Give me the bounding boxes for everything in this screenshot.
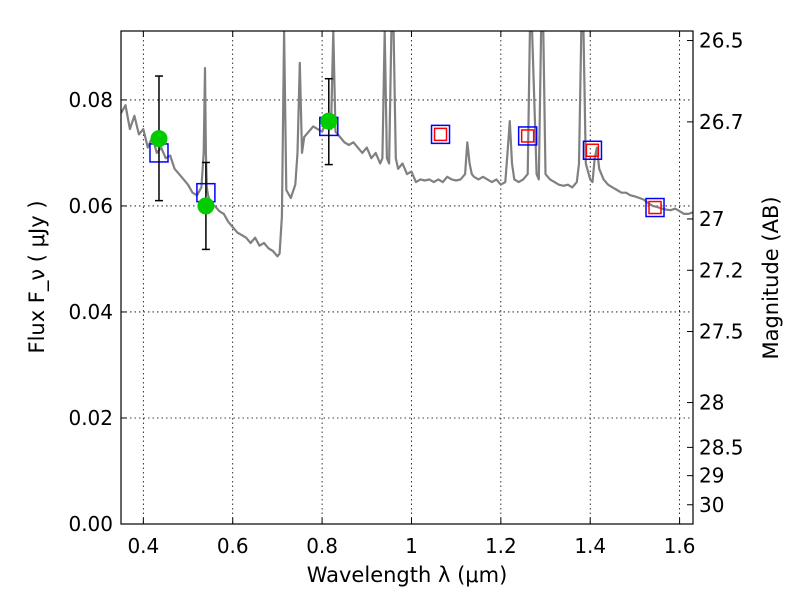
right-axis-label: Magnitude (AB) [759,196,783,359]
right-tick-label: 30 [699,493,724,517]
plot-area [121,31,693,258]
right-tick-label: 27.2 [699,258,744,282]
right-tick-label: 29 [699,464,724,488]
right-tick-label: 28 [699,391,724,415]
x-tick-label: 0.8 [306,534,338,558]
y-tick-label: 0.06 [68,194,113,218]
synthetic-point-marker [433,127,448,142]
right-tick-label: 27.5 [699,320,744,344]
y-tick-label: 0.08 [68,88,113,112]
synthetic-point-marker [585,143,600,158]
right-tick-label: 26.7 [699,110,744,134]
x-tick-label: 0.6 [217,534,249,558]
model-photometry-marker [430,124,451,145]
synthetic-point-marker [648,200,662,215]
synthetic-point-marker [520,129,535,143]
plot-frame [120,30,694,525]
x-axis-label: Wavelength λ (μm) [307,563,508,587]
observed-point [320,112,338,130]
x-tick-label: 1.4 [574,534,606,558]
x-tick-label: 1 [405,534,418,558]
model-photometry-marker [645,197,665,218]
model-photometry-marker [582,140,603,161]
tick-layer: 0.4 0.6 0.8 1 1.2 1.4 1.6 0.00 0.02 0.04 0.06 0.08 2… [68,29,743,558]
right-tick-label: 26.5 [699,29,744,53]
y-tick-label: 0.02 [68,406,113,430]
spectrum-line [121,31,693,258]
observed-point [150,130,168,148]
observed-point [197,197,215,215]
y-axis-label: Flux F_ν ( μJy ) [25,200,50,353]
y-tick-label: 0.00 [68,512,113,536]
model-photometry-marker [517,126,538,146]
x-tick-label: 0.4 [127,534,159,558]
right-tick-label: 28.5 [699,435,744,459]
y-tick-label: 0.04 [68,300,113,324]
right-tick-label: 27 [699,207,724,231]
grid-layer [121,31,693,524]
x-tick-label: 1.2 [485,534,517,558]
x-tick-label: 1.6 [664,534,696,558]
